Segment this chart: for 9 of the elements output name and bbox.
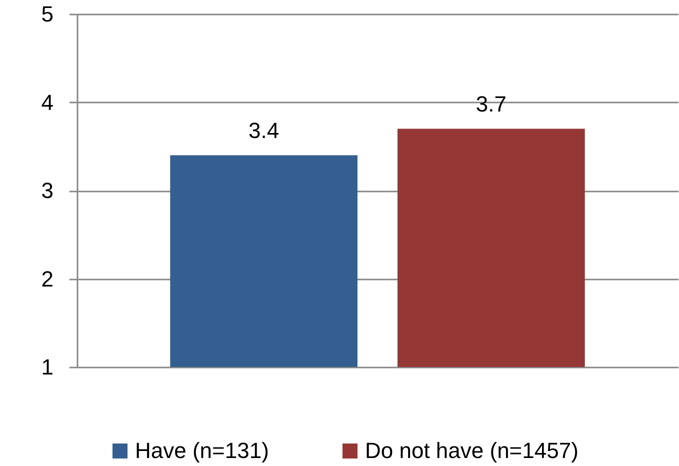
data-label: 3.7 (476, 92, 506, 117)
y-tick-label: 4 (41, 90, 54, 115)
y-tick-label: 3 (41, 178, 54, 203)
y-tick-label: 2 (41, 266, 54, 292)
legend-label: Do not have (n=1457) (365, 438, 578, 463)
y-tick-label: 5 (41, 2, 54, 26)
legend-label: Have (n=131) (135, 438, 269, 463)
data-label: 3.4 (248, 118, 280, 144)
y-tick-label: 1 (41, 354, 54, 380)
